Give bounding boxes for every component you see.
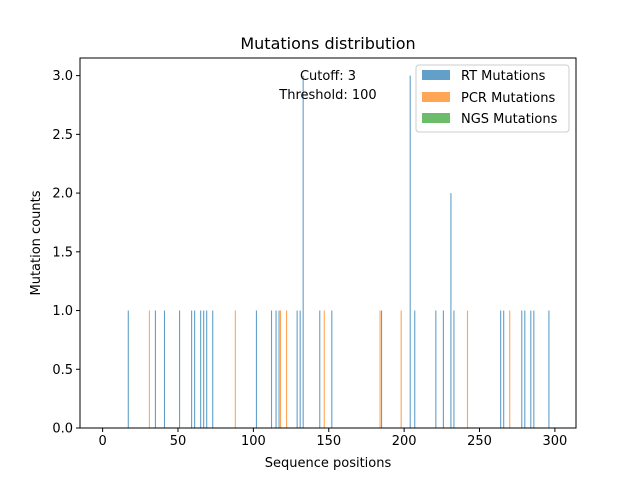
bar-0-26: [500, 310, 502, 428]
cutoff-annotation: Cutoff: 3: [300, 69, 356, 84]
bar-0-10: [255, 310, 257, 428]
bar-0-23: [442, 310, 444, 428]
bar-0-29: [524, 310, 526, 428]
bar-0-13: [278, 310, 280, 428]
bar-0-9: [212, 310, 214, 428]
bar-0-12: [275, 310, 277, 428]
x-tick-label: 0: [98, 434, 106, 449]
x-tick-label: 200: [392, 434, 417, 449]
bar-0-4: [191, 310, 193, 428]
chart-title: Mutations distribution: [240, 34, 415, 53]
x-tick-label: 50: [170, 434, 187, 449]
y-tick-label: 1.5: [52, 245, 73, 260]
bars-layer: [127, 75, 550, 429]
bar-0-31: [533, 310, 535, 428]
bar-0-27: [503, 310, 505, 428]
bar-1-0: [148, 310, 150, 428]
legend: RT Mutations PCR Mutations NGS Mutations: [415, 64, 570, 133]
y-tick-label: 2.0: [52, 187, 73, 202]
bar-1-1: [234, 310, 236, 428]
bar-1-6: [400, 310, 402, 428]
x-tick-label: 300: [542, 434, 567, 449]
bar-0-15: [299, 310, 301, 428]
bar-0-25: [453, 310, 455, 428]
bar-1-3: [286, 310, 288, 428]
threshold-annotation: Threshold: 100: [278, 88, 376, 103]
x-tick-label: 150: [316, 434, 341, 449]
bar-1-7: [466, 310, 469, 428]
x-axis-label: Sequence positions: [265, 456, 392, 471]
bar-0-2: [163, 310, 166, 428]
bar-0-0: [127, 310, 129, 428]
bar-0-14: [296, 310, 298, 428]
y-tick-label: 0.5: [52, 363, 73, 378]
bar-0-24: [450, 193, 452, 428]
bar-0-7: [203, 310, 205, 428]
bar-1-4: [323, 310, 325, 428]
bar-0-3: [179, 310, 181, 428]
legend-swatch-pcr: [422, 92, 450, 102]
bar-0-20: [409, 75, 411, 429]
bar-0-22: [435, 310, 437, 428]
bar-0-19: [381, 310, 383, 428]
bar-0-5: [194, 310, 196, 428]
x-tick-label: 250: [467, 434, 492, 449]
bar-1-2: [280, 310, 282, 428]
bar-0-6: [200, 310, 202, 428]
x-axis-ticks: 0 50 100 150 200 250 300: [98, 428, 567, 449]
legend-swatch-ngs: [422, 113, 450, 123]
legend-box: [415, 64, 570, 133]
bar-0-11: [270, 310, 273, 428]
y-tick-label: 1.0: [52, 304, 73, 319]
y-tick-label: 2.5: [52, 128, 73, 143]
x-tick-label: 100: [241, 434, 266, 449]
bar-1-8: [509, 310, 511, 428]
bar-0-30: [530, 310, 532, 428]
legend-label-rt: RT Mutations: [461, 69, 546, 84]
y-axis-label: Mutation counts: [29, 190, 44, 295]
bar-0-1: [154, 310, 156, 428]
y-tick-label: 3.0: [52, 69, 73, 84]
legend-label-ngs: NGS Mutations: [461, 112, 558, 127]
bar-0-21: [414, 310, 416, 428]
bar-0-8: [206, 310, 208, 428]
bar-0-17: [319, 310, 321, 428]
bar-0-28: [521, 310, 523, 428]
bar-0-18: [331, 310, 333, 428]
bar-1-5: [379, 310, 381, 428]
bar-0-32: [548, 310, 550, 428]
y-tick-label: 0.0: [52, 422, 73, 437]
legend-swatch-rt: [422, 70, 450, 80]
bar-0-16: [302, 75, 304, 429]
plot-frame: [79, 57, 577, 429]
y-axis-ticks: 0.0 0.5 1.0 1.5 2.0 2.5 3.0: [52, 69, 80, 437]
legend-label-pcr: PCR Mutations: [461, 91, 556, 106]
